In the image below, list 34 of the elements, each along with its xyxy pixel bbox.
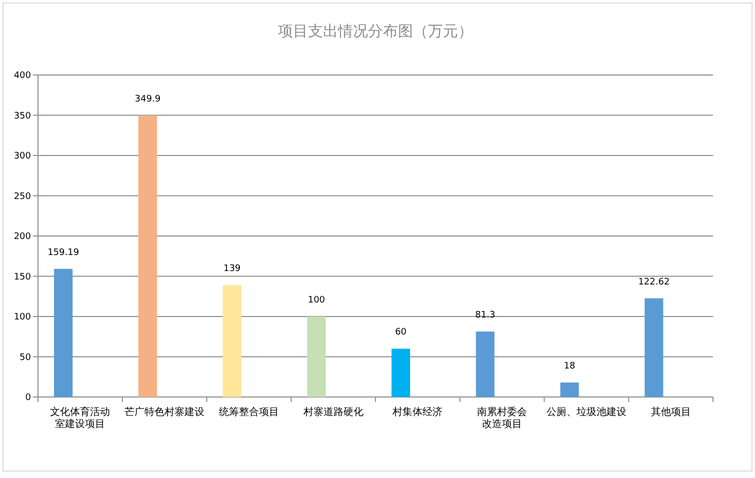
bar: [560, 382, 579, 397]
x-tick-label: 村集体经济: [392, 406, 443, 418]
x-tick-label: 文化体育活动室建设项目: [50, 406, 110, 430]
y-tick-label: 50: [20, 352, 32, 363]
x-tick-label: 公厕、垃圾池建设: [546, 406, 626, 418]
x-tick-label: 南累村委会改造项目: [477, 406, 528, 430]
chart-title: 项目支出情况分布图（万元）: [278, 22, 473, 40]
y-tick-label: 0: [25, 393, 32, 403]
y-tick-label: 300: [14, 152, 32, 162]
data-label: 60: [395, 328, 407, 338]
x-tick-label: 其他项目: [650, 406, 691, 418]
data-label: 159.19: [48, 248, 80, 258]
y-tick-label: 200: [14, 232, 32, 242]
x-tick-label: 统筹整合项目: [218, 406, 279, 418]
data-label: 122.62: [638, 277, 670, 288]
data-label: 139: [223, 264, 241, 274]
bar: [307, 316, 326, 397]
data-label: 81.3: [475, 310, 496, 321]
y-tick-label: 400: [14, 71, 32, 81]
bar: [476, 332, 494, 397]
y-tick-label: 150: [14, 272, 32, 282]
bar: [138, 115, 157, 397]
x-tick-label: 芒广特色村寨建设: [124, 406, 205, 418]
bar: [222, 285, 242, 397]
y-tick-label: 350: [14, 111, 32, 122]
y-tick-label: 100: [14, 312, 32, 322]
data-label: 349.9: [134, 94, 161, 104]
bar: [644, 298, 664, 397]
x-tick-label: 村寨道路硬化: [302, 406, 364, 418]
data-label: 100: [308, 296, 326, 306]
data-label: 18: [564, 362, 576, 372]
y-tick-label: 250: [14, 192, 32, 202]
bar: [392, 348, 410, 397]
bar: [54, 268, 73, 397]
